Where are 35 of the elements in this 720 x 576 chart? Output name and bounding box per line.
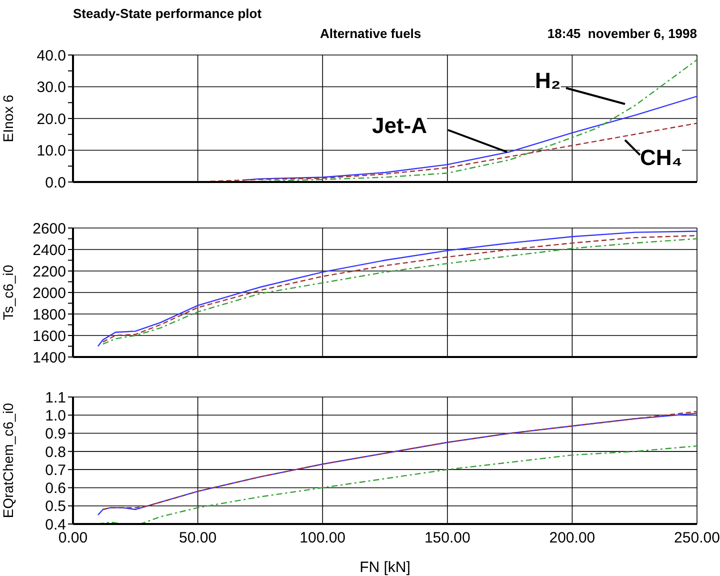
x-tick-label: 150.00 [424, 530, 470, 547]
y-tick-label: 2600 [32, 220, 66, 238]
y-tick-label: 2000 [32, 284, 66, 302]
y-tick-label: 10.0 [36, 142, 66, 160]
y-tick-label: 1.1 [45, 389, 66, 406]
y-tick-label: 0.0 [45, 174, 66, 192]
y-tick-label: 0.6 [45, 480, 66, 498]
y-tick-label: 2400 [32, 242, 66, 259]
x-tick-label: 200.00 [549, 530, 596, 547]
text: H₂ [535, 68, 561, 94]
y-tick-label: 1.0 [45, 407, 66, 424]
y-axis-title: EQratChem_c6_i0 [0, 402, 16, 518]
y-tick-label: 30.0 [36, 79, 66, 96]
y-tick-label: 0.5 [45, 498, 66, 516]
y-tick-label: 0.7 [45, 462, 66, 479]
y-tick-label: 0.9 [45, 426, 66, 443]
y-tick-label: 1400 [32, 349, 66, 366]
chart-subtitle: Alternative fuels [320, 26, 422, 41]
y-axis-title: Ts_c6_i0 [0, 264, 16, 320]
x-tick-label: 100.00 [300, 530, 346, 547]
y-tick-label: 2200 [32, 263, 66, 280]
x-axis-title: FN [kN] [360, 559, 410, 576]
x-tick-label: 50.00 [179, 530, 217, 547]
y-axis-title: EInox 6 [0, 94, 16, 142]
y-tick-label: 1800 [32, 306, 66, 324]
series-label: Jet-A [372, 113, 428, 139]
series-label: CH₄ [640, 145, 682, 171]
y-tick-label: 1600 [32, 328, 66, 345]
text: 18:45 november 6, 1998 [547, 26, 697, 41]
y-tick-label: 0.8 [45, 444, 66, 461]
y-tick-label: 40.0 [36, 47, 66, 64]
chart-title: Steady-State performance plot [73, 6, 262, 21]
line-series [260, 59, 697, 182]
x-tick-label: 250.00 [674, 530, 720, 547]
y-tick-label: 20.0 [36, 110, 66, 128]
